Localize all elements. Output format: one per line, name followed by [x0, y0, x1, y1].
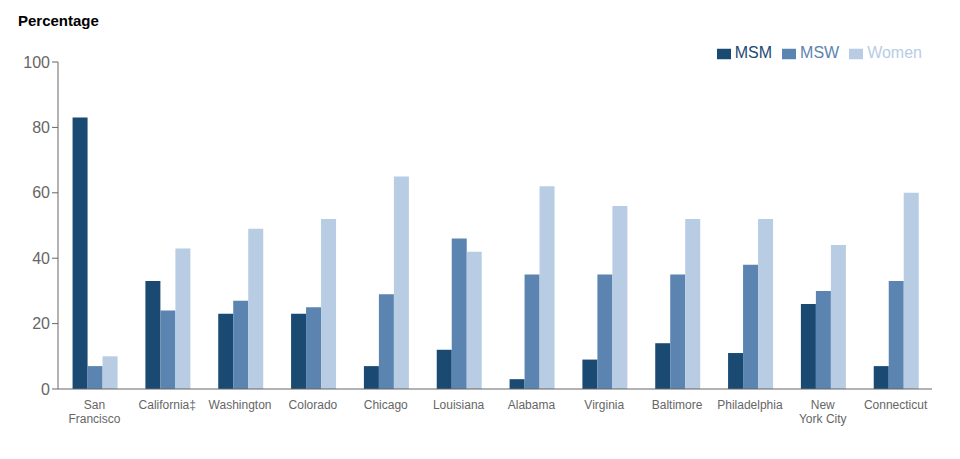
svg-text:60: 60 — [32, 184, 50, 201]
svg-text:Virginia: Virginia — [584, 398, 624, 412]
svg-text:NewYork City: NewYork City — [799, 398, 847, 426]
html-text:Women: Women — [867, 44, 922, 61]
svg-text:Louisiana: Louisiana — [433, 398, 485, 412]
svg-text:20: 20 — [32, 315, 50, 332]
svg-text:Philadelphia: Philadelphia — [717, 398, 783, 412]
svg-text:Washington: Washington — [209, 398, 272, 412]
svg-text:Alabama: Alabama — [508, 398, 556, 412]
svg-text:Chicago: Chicago — [364, 398, 408, 412]
svg-text:Baltimore: Baltimore — [652, 398, 703, 412]
html-text:Percentage: Percentage — [18, 12, 99, 29]
html-text:MSW: MSW — [800, 44, 840, 61]
html-text:MSM: MSM — [734, 44, 772, 61]
svg-text:California‡: California‡ — [139, 398, 196, 412]
svg-text:80: 80 — [32, 119, 50, 136]
svg-text:Connecticut: Connecticut — [864, 398, 928, 412]
svg-text:SanFrancisco: SanFrancisco — [68, 398, 120, 426]
svg-text:40: 40 — [32, 250, 50, 267]
svg-text:Colorado: Colorado — [289, 398, 338, 412]
svg-text:100: 100 — [23, 54, 50, 71]
svg-text:0: 0 — [41, 381, 50, 398]
